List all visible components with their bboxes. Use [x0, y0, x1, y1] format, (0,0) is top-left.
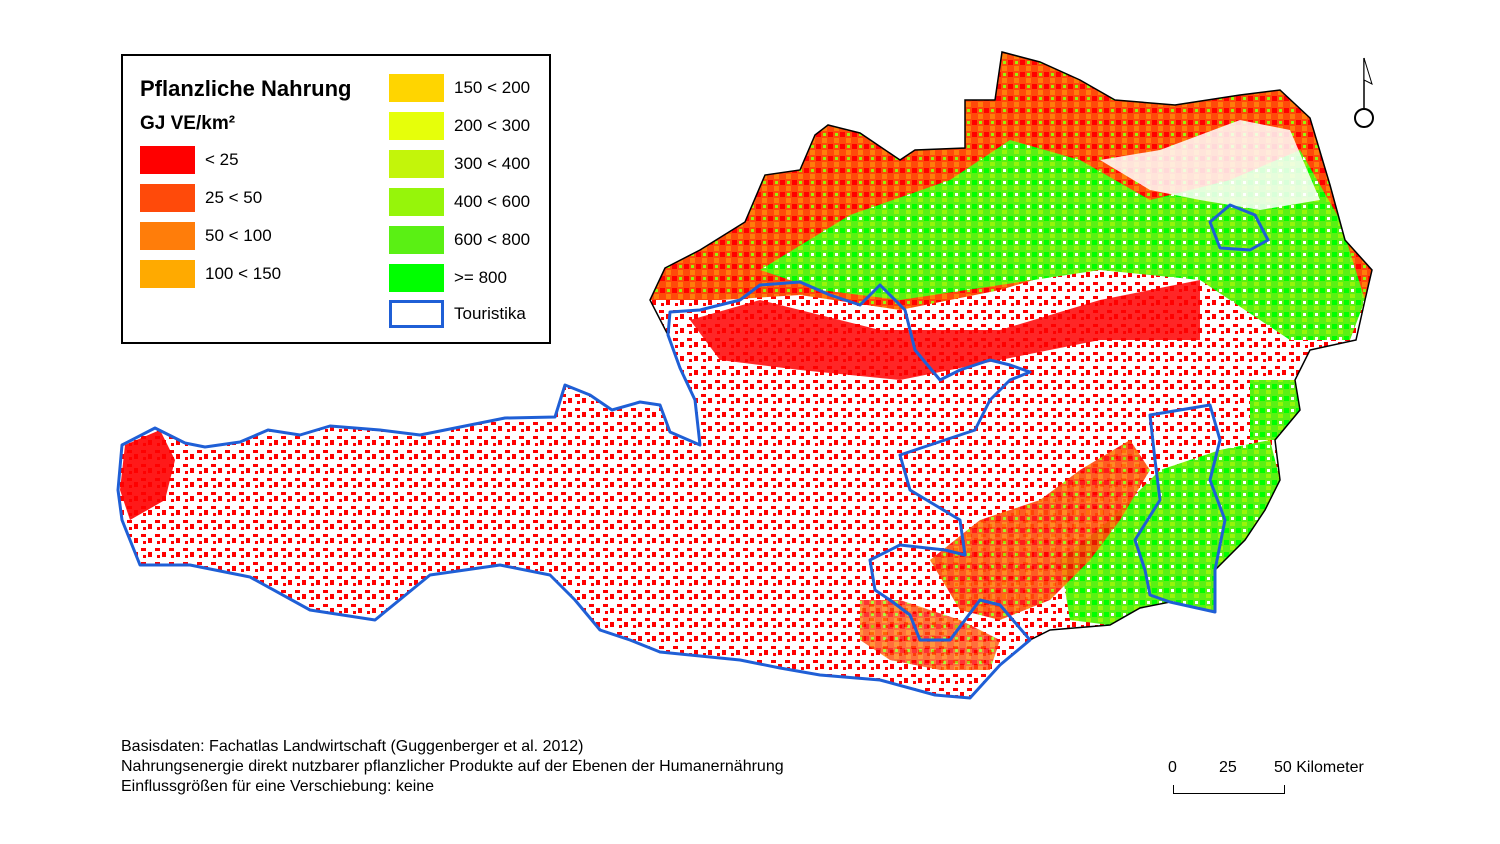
- scale-label-25: 25: [1219, 759, 1237, 776]
- legend-swatch: [389, 150, 444, 178]
- map-legend: Pflanzliche Nahrung GJ VE/km² < 25 25 < …: [121, 54, 551, 344]
- legend-swatch: [389, 188, 444, 216]
- legend-label-touristika: Touristika: [454, 304, 526, 323]
- map-source-notes: Basisdaten: Fachatlas Landwirtschaft (Gu…: [121, 737, 784, 797]
- legend-swatch-touristika: [389, 300, 444, 328]
- touristika-region-outlines: [116, 203, 1270, 700]
- scale-label-50: 50 Kilometer: [1274, 759, 1364, 776]
- legend-title: Pflanzliche Nahrung: [140, 76, 352, 101]
- legend-swatch: [389, 226, 444, 254]
- legend-label: 300 < 400: [454, 154, 531, 173]
- scale-tick: [1173, 785, 1174, 794]
- legend-label: 50 < 100: [205, 226, 272, 245]
- north-arrow-icon: [1354, 57, 1374, 128]
- legend-label: 25 < 50: [205, 188, 263, 207]
- legend-swatch: [389, 74, 444, 102]
- legend-label: 600 < 800: [454, 230, 531, 249]
- influence-line: Einflussgrößen für eine Verschiebung: ke…: [121, 778, 435, 795]
- scale-bar: 0 25 50 Kilometer: [1160, 757, 1390, 799]
- scale-label-0: 0: [1168, 759, 1177, 776]
- legend-swatch: [140, 146, 195, 174]
- description-line: Nahrungsenergie direkt nutzbarer pflanzl…: [121, 758, 784, 775]
- legend-unit: GJ VE/km²: [140, 113, 236, 134]
- scale-tick: [1284, 785, 1285, 794]
- legend-swatch: [389, 112, 444, 140]
- legend-swatch: [389, 264, 444, 292]
- legend-label: 200 < 300: [454, 116, 531, 135]
- legend-label: 150 < 200: [454, 78, 531, 97]
- legend-label: 400 < 600: [454, 192, 531, 211]
- legend-swatch: [140, 184, 195, 212]
- legend-swatch: [140, 222, 195, 250]
- legend-label: >= 800: [454, 268, 507, 287]
- source-line: Basisdaten: Fachatlas Landwirtschaft (Gu…: [121, 738, 584, 755]
- scale-line: [1173, 793, 1285, 794]
- legend-label: < 25: [205, 150, 239, 169]
- legend-label: 100 < 150: [205, 264, 282, 283]
- legend-swatch: [140, 260, 195, 288]
